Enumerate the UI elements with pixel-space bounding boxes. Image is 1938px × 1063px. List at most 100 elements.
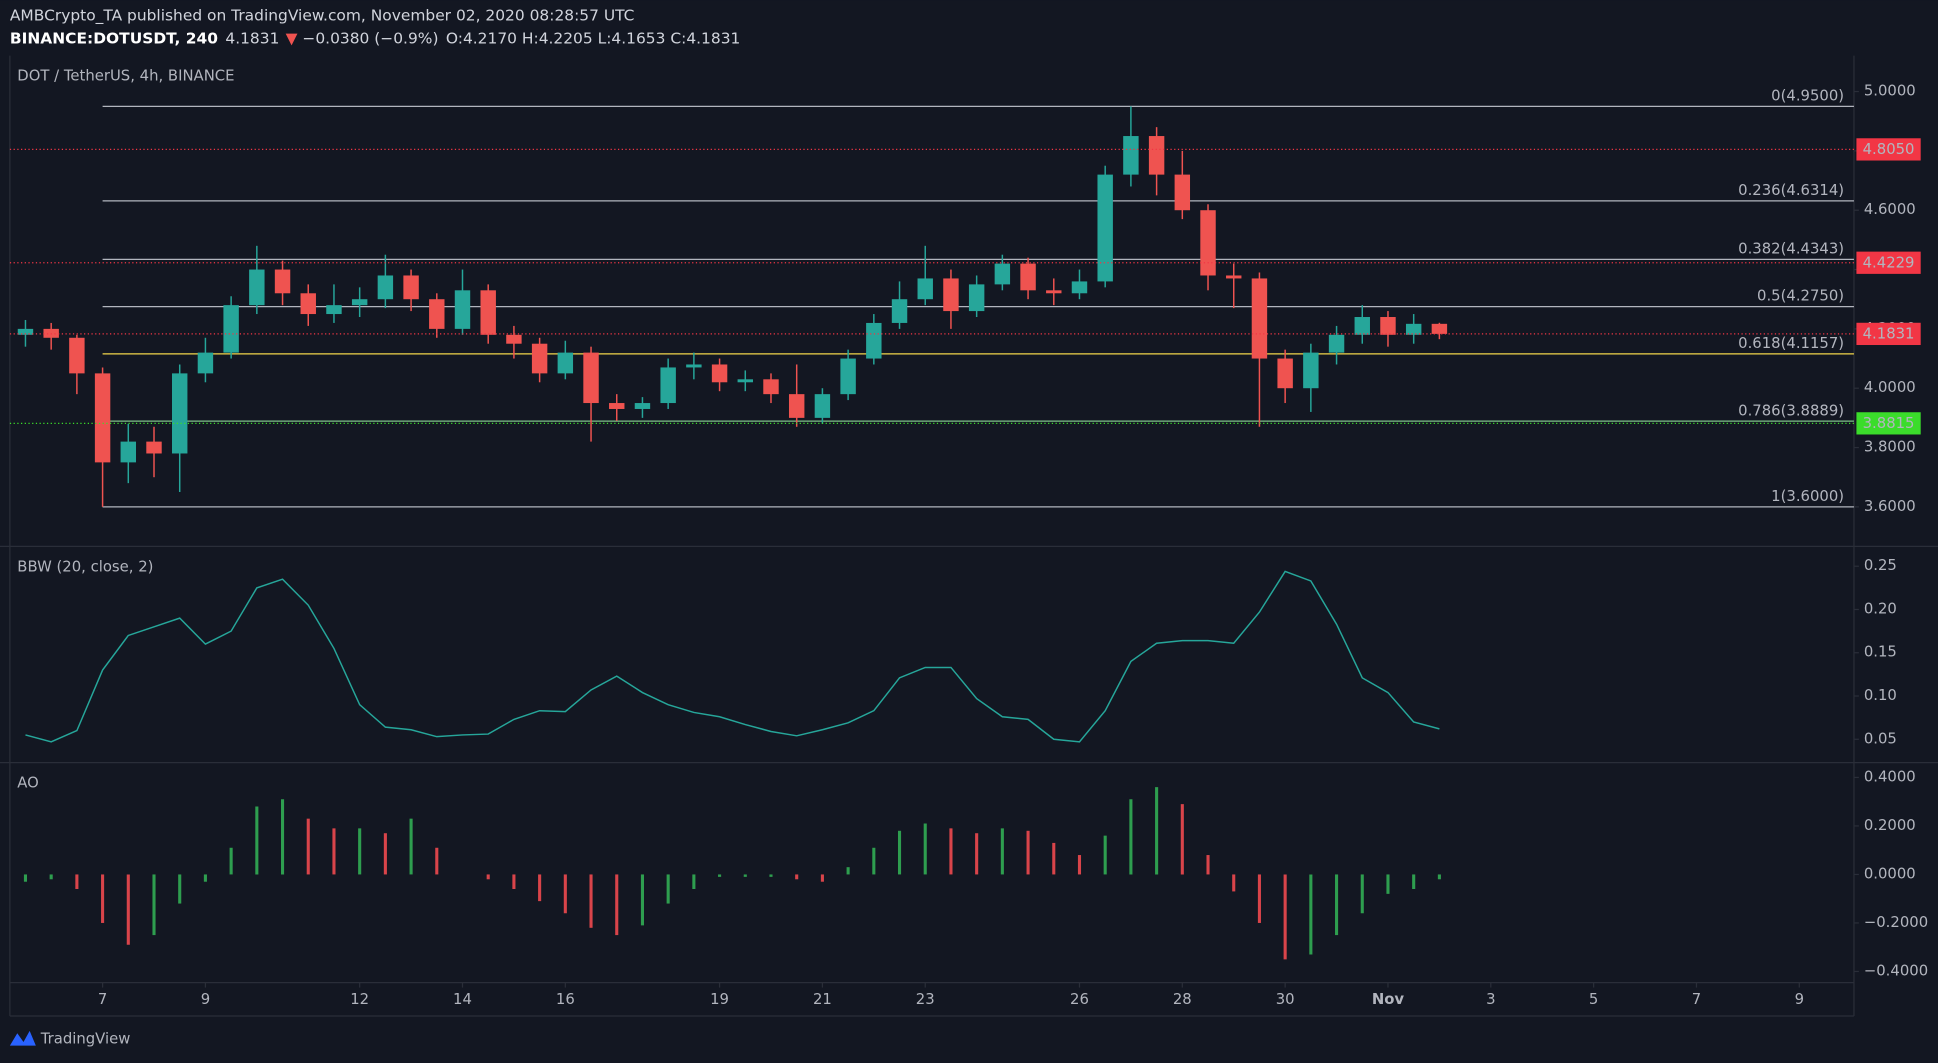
change: −0.0380 (−0.9%) <box>302 29 438 47</box>
panel-title: DOT / TetherUS, 4h, BINANCE <box>17 68 234 85</box>
candle-body <box>763 379 779 395</box>
candle-body <box>557 352 574 374</box>
x-tick-label: 7 <box>1692 991 1701 1008</box>
price-badge <box>1856 251 1921 274</box>
price-badge-label: 3.8815 <box>1863 415 1915 432</box>
price-badge-label: 4.4229 <box>1863 254 1915 271</box>
price-badge-label: 4.1831 <box>1863 326 1915 343</box>
candle-body <box>506 334 522 344</box>
brand: TradingView <box>40 1030 131 1047</box>
x-tick-label: 28 <box>1173 991 1192 1008</box>
fib-label: 0.5(4.2750) <box>1757 288 1844 305</box>
x-tick-label: 16 <box>556 991 575 1008</box>
candle-body <box>403 275 419 300</box>
candle-body <box>351 299 368 306</box>
candle-body <box>300 293 316 315</box>
y-tick-label: 0.10 <box>1864 687 1897 704</box>
candle-body <box>1174 174 1191 211</box>
candle-body <box>146 441 162 454</box>
y-tick-label: −0.4000 <box>1864 962 1928 979</box>
change-arrow: ▼ <box>286 29 298 47</box>
candle-body <box>1303 352 1319 389</box>
x-tick-label: 5 <box>1589 991 1598 1008</box>
candle-body <box>1226 275 1242 279</box>
candle-body <box>1328 334 1345 353</box>
price-badge <box>1856 322 1921 346</box>
candle-body <box>788 394 805 418</box>
candle-body <box>480 290 496 335</box>
x-tick-label: 7 <box>98 991 107 1008</box>
candle-body <box>583 352 599 404</box>
candle-body <box>1277 358 1293 389</box>
panel-title: BBW (20, close, 2) <box>17 558 153 575</box>
candle-body <box>994 263 1011 285</box>
candle-body <box>249 269 265 306</box>
candle-body <box>711 364 728 383</box>
y-tick-label: 5.0000 <box>1864 83 1916 100</box>
y-tick-label: 0.2000 <box>1864 817 1916 834</box>
x-tick-label: 3 <box>1486 991 1495 1008</box>
candle-body <box>968 284 985 312</box>
x-tick-label: 26 <box>1070 991 1089 1008</box>
x-tick-label: 19 <box>710 991 729 1008</box>
candle-body <box>69 337 85 374</box>
publisher: AMBCrypto_TA published on TradingView.co… <box>10 7 635 26</box>
panel-title: AO <box>17 775 39 792</box>
y-tick-label: 0.05 <box>1864 730 1897 747</box>
ohlc: O:4.2170 H:4.2205 L:4.1653 C:4.1831 <box>446 29 740 47</box>
logo-icon <box>9 1030 36 1046</box>
y-tick-label: 0.20 <box>1864 600 1897 617</box>
candle-body <box>1046 290 1062 294</box>
fib-label: 0(4.9500) <box>1771 87 1844 104</box>
candle-body <box>197 352 214 374</box>
fib-label: 0.382(4.4343) <box>1738 240 1844 257</box>
candle-body <box>1148 136 1165 175</box>
candle-body <box>1097 174 1113 282</box>
candle-body <box>814 394 831 418</box>
candle-body <box>1020 263 1036 291</box>
candle-body <box>686 364 702 368</box>
candle-body <box>1071 281 1088 294</box>
candle-body <box>274 269 291 294</box>
candle-body <box>17 328 34 335</box>
bbw-line <box>25 570 1440 743</box>
fib-label: 0.236(4.6314) <box>1738 182 1844 199</box>
x-tick-label: 9 <box>201 991 210 1008</box>
y-tick-label: 3.6000 <box>1864 498 1916 515</box>
price-badge <box>1856 412 1921 435</box>
candle-body <box>1251 278 1268 359</box>
candle-body <box>223 305 239 353</box>
x-tick-label: 9 <box>1795 991 1804 1008</box>
candle-body <box>634 403 651 409</box>
logo <box>9 1030 36 1046</box>
y-tick-label: 3.8000 <box>1864 439 1916 456</box>
candle-body <box>326 305 342 315</box>
last-price: 4.1831 <box>225 29 279 47</box>
y-tick-label: 4.6000 <box>1864 201 1916 218</box>
price-badge <box>1856 138 1921 161</box>
x-tick-label: 30 <box>1276 991 1295 1008</box>
y-tick-label: 0.4000 <box>1864 768 1916 785</box>
symbol: BINANCE:DOTUSDT, 240 <box>10 29 218 47</box>
candle-body <box>120 441 137 463</box>
candle-body <box>1431 323 1448 334</box>
y-tick-label: 0.15 <box>1864 644 1897 661</box>
fib-label: 1(3.6000) <box>1771 488 1844 505</box>
candle-body <box>737 379 753 383</box>
candle-body <box>840 358 856 395</box>
x-tick-label: Nov <box>1372 991 1405 1008</box>
candle-body <box>943 278 959 312</box>
candle-body <box>917 278 933 300</box>
x-tick-label: 12 <box>350 991 369 1008</box>
y-tick-label: 4.0000 <box>1864 379 1916 396</box>
candle-body <box>1380 317 1396 335</box>
symbol-line: BINANCE:DOTUSDT, 240 4.1831 ▼ −0.0380 (−0.9… <box>10 29 740 47</box>
y-tick-label: 0.25 <box>1864 557 1897 574</box>
candle-body <box>377 275 394 300</box>
x-tick-label: 23 <box>916 991 935 1008</box>
candle-body <box>866 322 882 359</box>
y-tick-label: −0.2000 <box>1864 914 1928 931</box>
candle-body <box>454 290 471 329</box>
